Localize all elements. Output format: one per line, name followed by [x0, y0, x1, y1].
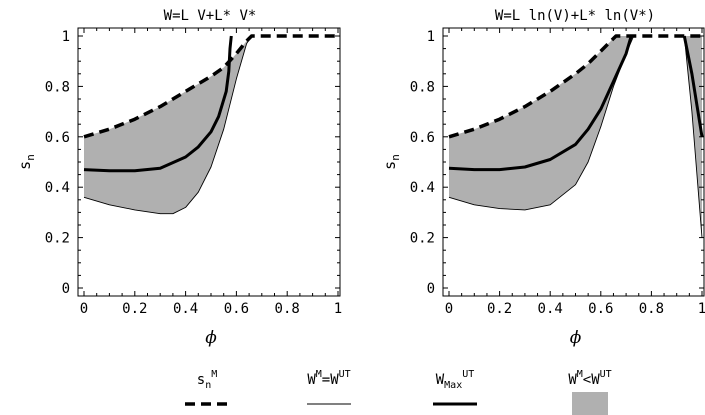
chart-title: W=L ln(V)+L* ln(V*)	[495, 8, 655, 24]
chart-panel-right: 00 0.2 0.2 0.4 0.4 0.6 0.6 0.8 0.8 1 1 W=L ln(V)+L*…	[381, 8, 705, 348]
legend-label-2: WMaxUT	[436, 369, 475, 391]
x-tick-label: 0.4	[173, 301, 198, 317]
y-axis-label-main: s	[381, 161, 399, 170]
x-axis-label: ϕ	[205, 328, 217, 348]
y-tick-label: 1	[427, 29, 435, 45]
x-tick-label: 0.8	[275, 301, 300, 317]
series-line-2	[683, 35, 703, 238]
x-axis-label: ϕ	[570, 328, 582, 348]
x-tick-label: 0.6	[588, 301, 613, 317]
x-tick-label: 0.6	[224, 301, 249, 317]
y-tick-label: 0.4	[410, 180, 435, 196]
y-tick-label: 0.6	[45, 130, 70, 146]
y-tick-label: 0.4	[45, 180, 70, 196]
x-tick-label: 0.4	[538, 301, 563, 317]
series-line-4	[682, 35, 704, 138]
y-tick-label: 1	[62, 29, 70, 45]
y-tick-label: 0.2	[410, 231, 435, 247]
y-tick-label: 0.2	[45, 231, 70, 247]
series-line-0	[83, 34, 338, 139]
y-tick-label: 0	[62, 281, 70, 297]
x-tick-label: 0.8	[639, 301, 664, 317]
chart-panel-left: 00 0.2 0.2 0.4 0.4 0.6 0.6 0.8 0.8 1 1 W=L V+L* V* ϕ…	[16, 8, 342, 348]
y-axis-label-main: s	[16, 161, 34, 170]
y-tick-label: 0.8	[45, 79, 70, 95]
legend: snM WM=WUT WMaxUT WM<WUT	[185, 369, 612, 415]
x-tick-label: 0.2	[487, 301, 512, 317]
y-axis-label-sub: n	[389, 154, 402, 161]
series-line-0	[448, 34, 702, 139]
y-tick-label: 0.8	[410, 79, 435, 95]
x-tick-label: 0	[445, 301, 453, 317]
legend-label-0: snM	[197, 369, 218, 391]
x-tick-label: 0	[80, 301, 88, 317]
legend-label-3: WM<WUT	[568, 369, 611, 388]
legend-label-1: WM=WUT	[307, 369, 350, 388]
x-tick-label: 1	[698, 301, 705, 317]
shaded-region	[449, 36, 634, 210]
series-line-1	[83, 35, 252, 215]
shaded-region-2	[684, 36, 702, 238]
y-axis-label: sn	[16, 154, 37, 170]
chart-title: W=L V+L* V*	[164, 8, 257, 24]
series-line-2	[83, 35, 233, 173]
x-tick-label: 0.2	[122, 301, 147, 317]
y-tick-label: 0	[427, 281, 435, 297]
y-axis-label: sn	[381, 154, 402, 170]
y-tick-label: 0.6	[410, 130, 435, 146]
x-tick-label: 1	[334, 301, 342, 317]
legend-swatch-3	[572, 392, 608, 415]
y-axis-label-sub: n	[24, 154, 37, 161]
series-line-3	[448, 35, 633, 172]
